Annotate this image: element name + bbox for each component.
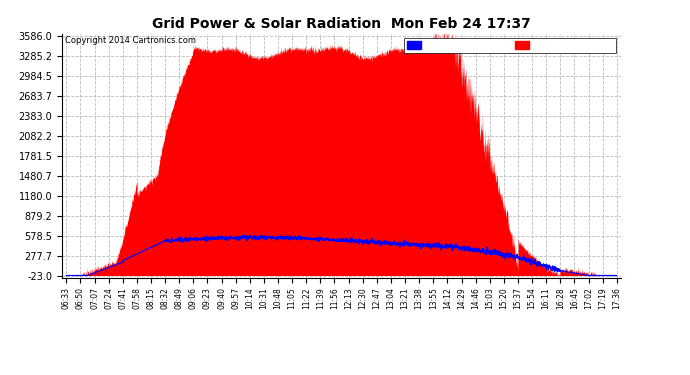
Text: Copyright 2014 Cartronics.com: Copyright 2014 Cartronics.com	[65, 36, 196, 45]
Title: Grid Power & Solar Radiation  Mon Feb 24 17:37: Grid Power & Solar Radiation Mon Feb 24 …	[152, 17, 531, 31]
Legend: Radiation (w/m2), Grid  (AC Watts): Radiation (w/m2), Grid (AC Watts)	[404, 38, 616, 53]
